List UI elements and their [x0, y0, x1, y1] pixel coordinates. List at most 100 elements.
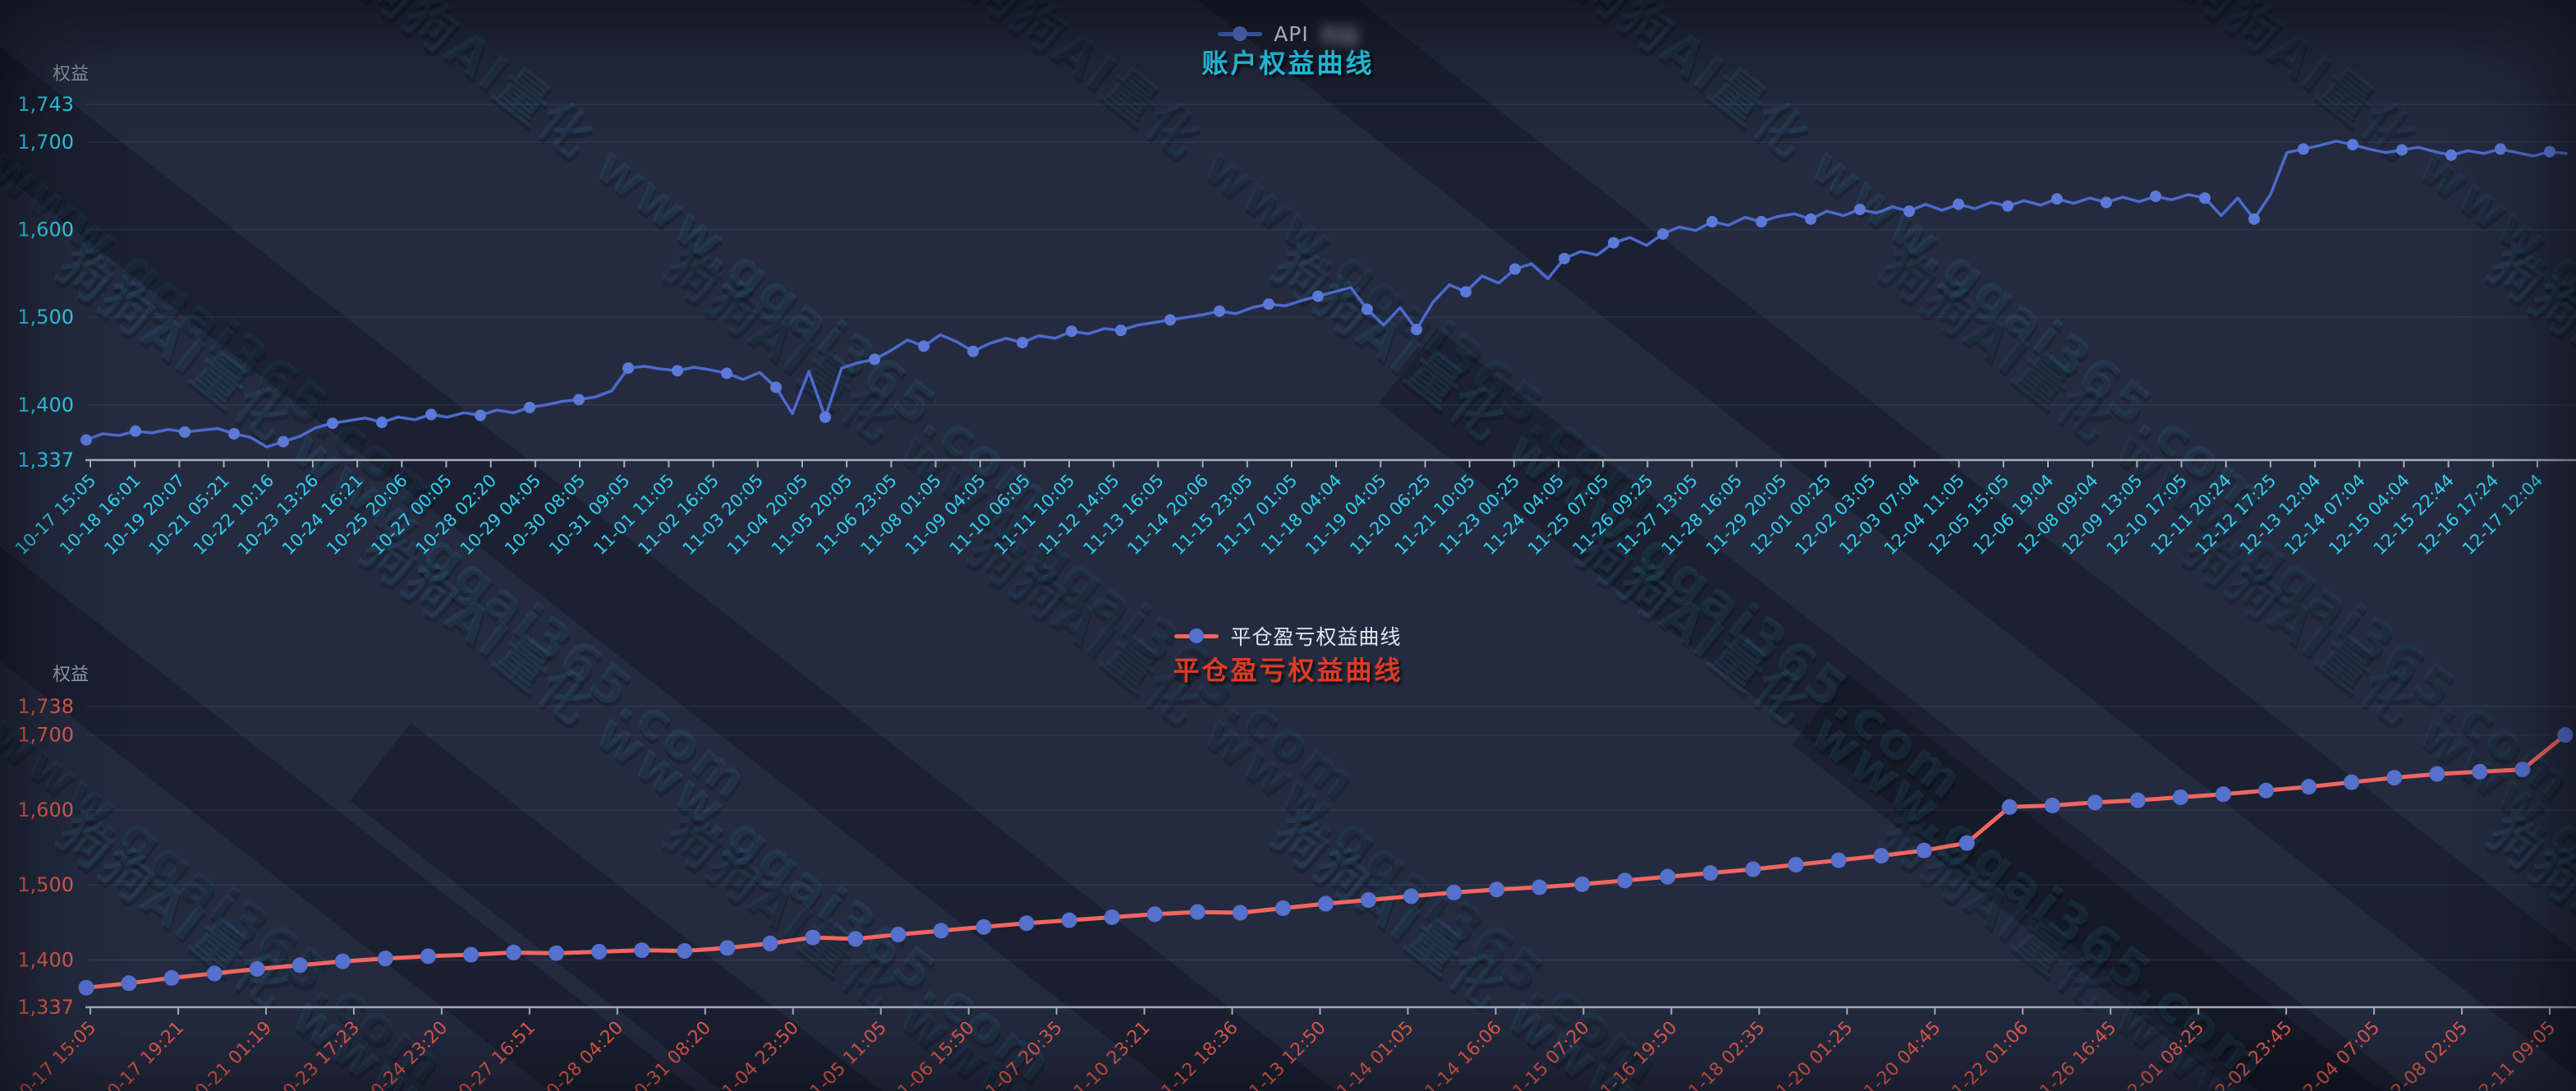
data-point[interactable]: [292, 957, 308, 974]
data-point[interactable]: [2472, 763, 2488, 780]
data-point[interactable]: [2396, 144, 2408, 156]
data-point[interactable]: [1361, 891, 1376, 908]
data-point[interactable]: [820, 411, 831, 423]
data-point[interactable]: [2445, 149, 2457, 161]
data-point[interactable]: [475, 409, 486, 421]
data-point[interactable]: [1189, 904, 1205, 920]
data-point[interactable]: [228, 428, 240, 440]
data-point[interactable]: [2199, 192, 2211, 205]
data-point[interactable]: [1916, 842, 1932, 859]
data-point[interactable]: [420, 948, 436, 964]
data-point[interactable]: [1660, 868, 1676, 885]
data-point[interactable]: [1617, 872, 1633, 889]
data-point[interactable]: [179, 426, 191, 438]
data-point[interactable]: [1854, 203, 1866, 215]
data-point[interactable]: [376, 417, 388, 429]
data-point[interactable]: [506, 944, 521, 960]
data-point[interactable]: [1361, 303, 1373, 315]
data-point[interactable]: [1903, 205, 1915, 218]
account-chart-legend[interactable]: API 权益: [0, 20, 2576, 48]
data-point[interactable]: [721, 367, 732, 380]
data-point[interactable]: [2087, 794, 2103, 811]
data-point[interactable]: [762, 935, 778, 951]
data-point[interactable]: [377, 951, 393, 967]
data-point[interactable]: [1164, 314, 1176, 326]
data-point[interactable]: [2495, 143, 2506, 155]
data-point[interactable]: [1460, 286, 1472, 298]
data-point[interactable]: [2150, 190, 2161, 202]
data-point[interactable]: [1489, 882, 1505, 898]
data-point[interactable]: [1446, 884, 1462, 900]
data-point[interactable]: [1017, 337, 1028, 349]
data-point[interactable]: [1830, 852, 1847, 868]
data-point[interactable]: [1745, 861, 1761, 877]
data-point[interactable]: [2101, 196, 2112, 209]
data-point[interactable]: [1263, 298, 1274, 311]
data-point[interactable]: [1232, 905, 1248, 921]
data-point[interactable]: [1873, 848, 1890, 864]
data-point[interactable]: [206, 965, 223, 982]
data-point[interactable]: [933, 923, 949, 939]
data-point[interactable]: [573, 394, 585, 406]
data-point[interactable]: [1531, 879, 1548, 895]
data-point[interactable]: [278, 435, 289, 448]
data-point[interactable]: [1214, 305, 1225, 317]
data-point[interactable]: [1312, 290, 1324, 302]
data-point[interactable]: [890, 926, 907, 942]
data-point[interactable]: [1274, 900, 1291, 917]
data-point[interactable]: [2301, 779, 2317, 795]
data-point[interactable]: [78, 979, 94, 996]
data-point[interactable]: [1788, 857, 1804, 873]
data-point[interactable]: [2258, 782, 2275, 799]
data-point[interactable]: [249, 960, 265, 977]
data-point[interactable]: [327, 417, 338, 430]
data-point[interactable]: [425, 408, 437, 421]
data-point[interactable]: [2044, 797, 2060, 813]
data-point[interactable]: [2129, 792, 2146, 808]
data-point[interactable]: [1317, 895, 1334, 912]
data-point[interactable]: [976, 918, 992, 935]
data-point[interactable]: [1574, 876, 1591, 892]
data-point[interactable]: [591, 943, 608, 960]
data-point[interactable]: [2557, 727, 2574, 743]
data-point[interactable]: [2544, 145, 2555, 158]
data-point[interactable]: [1756, 215, 1767, 228]
data-point[interactable]: [1509, 263, 1521, 275]
data-point[interactable]: [869, 353, 880, 366]
data-point[interactable]: [1061, 912, 1077, 928]
data-point[interactable]: [2514, 762, 2531, 778]
data-point[interactable]: [1702, 865, 1719, 882]
data-point[interactable]: [1805, 213, 1816, 225]
data-point[interactable]: [1608, 237, 1619, 249]
data-point[interactable]: [1958, 835, 1975, 851]
data-point[interactable]: [1657, 228, 1669, 240]
data-point[interactable]: [334, 953, 351, 969]
closed-pnl-chart-legend[interactable]: 平仓盈亏权益曲线: [0, 622, 2576, 650]
data-point[interactable]: [1953, 198, 1964, 210]
data-point[interactable]: [1146, 906, 1163, 923]
data-point[interactable]: [2347, 139, 2358, 151]
data-point[interactable]: [1115, 325, 1127, 337]
data-point[interactable]: [918, 340, 930, 352]
data-point[interactable]: [719, 940, 736, 956]
data-point[interactable]: [967, 345, 979, 357]
data-point[interactable]: [770, 381, 782, 394]
data-point[interactable]: [622, 362, 634, 375]
data-point[interactable]: [2216, 786, 2231, 803]
data-point[interactable]: [677, 943, 693, 960]
data-point[interactable]: [2429, 766, 2445, 782]
data-point[interactable]: [2051, 193, 2063, 205]
data-point[interactable]: [130, 425, 141, 437]
data-point[interactable]: [2002, 200, 2014, 212]
data-point[interactable]: [1066, 325, 1077, 338]
data-point[interactable]: [121, 975, 137, 992]
data-point[interactable]: [672, 365, 683, 377]
data-point[interactable]: [1403, 888, 1420, 905]
data-point[interactable]: [2344, 774, 2360, 790]
data-point[interactable]: [847, 931, 864, 947]
data-point[interactable]: [163, 969, 180, 986]
data-point[interactable]: [549, 945, 565, 961]
data-point[interactable]: [1706, 215, 1718, 228]
data-point[interactable]: [2248, 213, 2260, 225]
data-point[interactable]: [1104, 909, 1120, 925]
